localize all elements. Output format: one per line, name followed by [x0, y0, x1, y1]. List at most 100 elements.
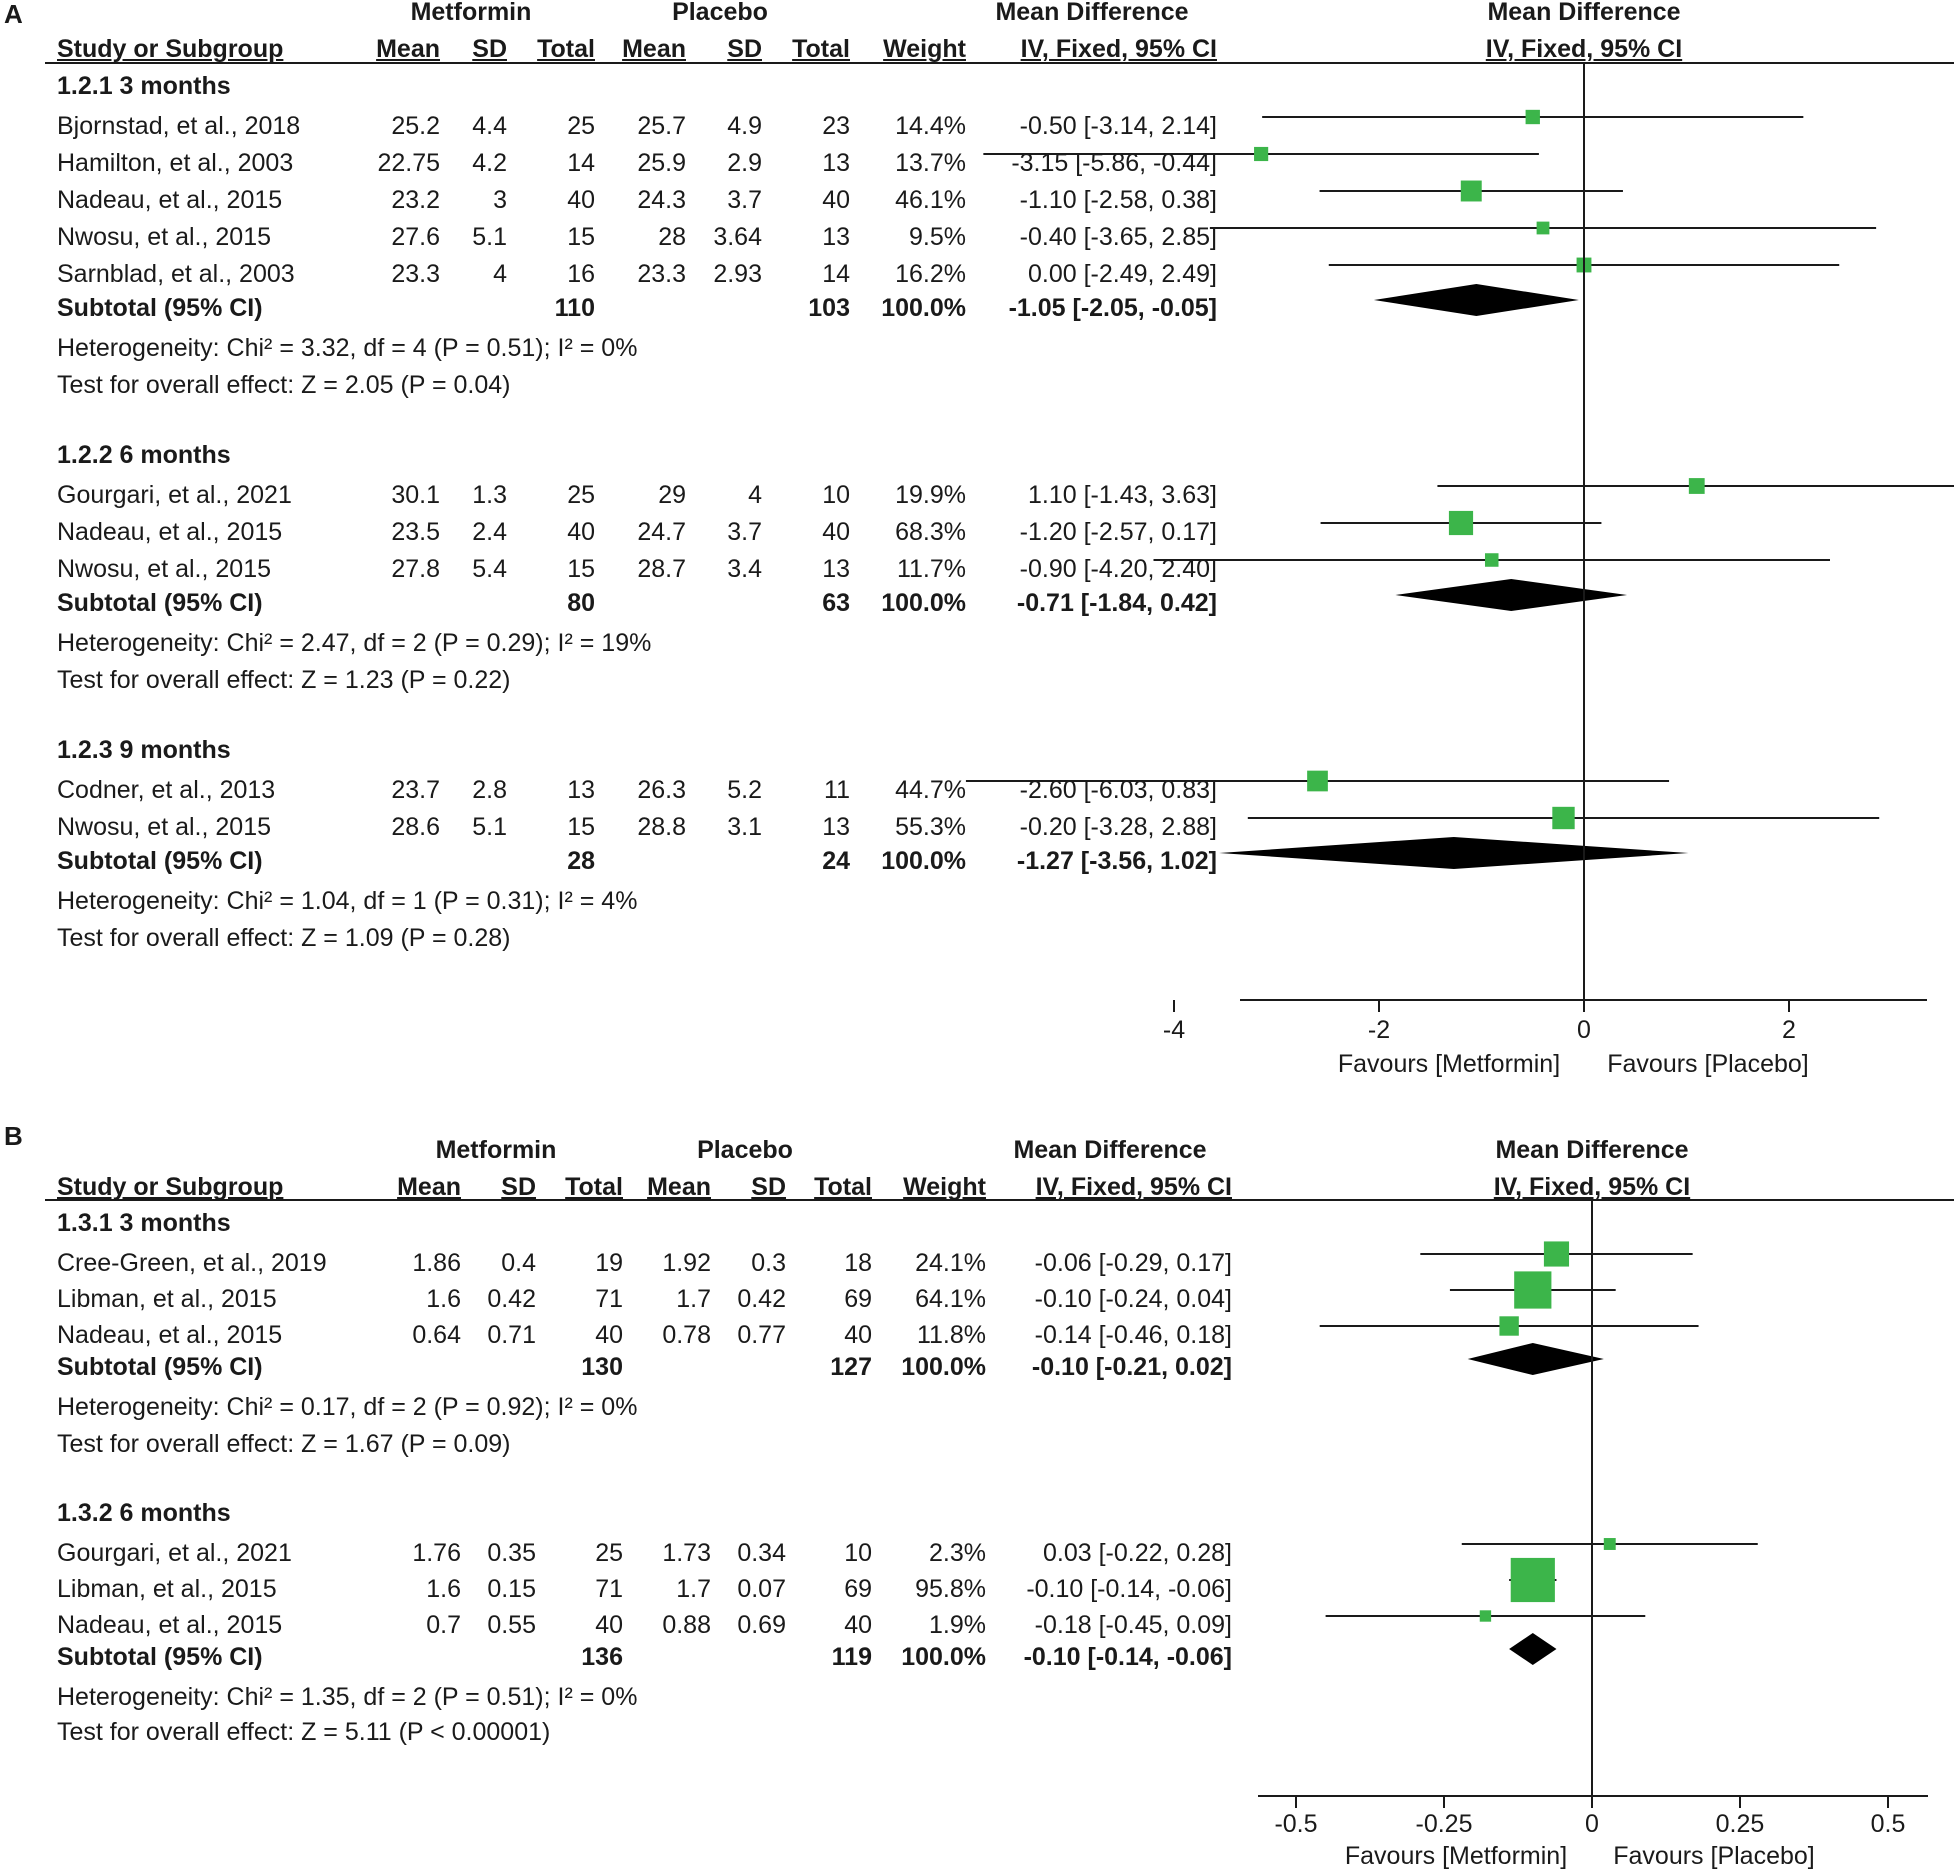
metformin-mean: 1.76 [412, 1539, 461, 1567]
metformin-total-header: Total [565, 1173, 623, 1201]
study-weight: 13.7% [895, 149, 966, 177]
subgroup-title: 1.2.1 3 months [57, 72, 231, 100]
study-ci: 0.00 [-2.49, 2.49] [1027, 260, 1217, 288]
subtotal-diamond [1509, 1633, 1557, 1665]
subtotal-placebo-total: 63 [822, 589, 850, 617]
metformin-total: 15 [567, 555, 595, 583]
study-weight: 14.4% [895, 112, 966, 140]
placebo-total: 14 [822, 260, 850, 288]
subtotal-placebo-total: 127 [830, 1353, 872, 1381]
study-weight: 9.5% [909, 223, 966, 251]
placebo-group-header: Placebo [672, 0, 768, 26]
study-column-header: Study or Subgroup [57, 1173, 284, 1201]
placebo-group-header: Placebo [697, 1136, 793, 1164]
favours-placebo-label: Favours [Placebo] [1613, 1842, 1815, 1870]
subtotal-placebo-total: 24 [822, 847, 850, 875]
metformin-mean: 23.3 [391, 260, 440, 288]
x-tick-label: -2 [1367, 1016, 1391, 1044]
placebo-mean-header: Mean [622, 35, 686, 63]
metformin-mean: 28.6 [391, 813, 440, 841]
placebo-mean: 25.7 [637, 112, 686, 140]
placebo-mean: 1.73 [662, 1539, 711, 1567]
placebo-total: 13 [822, 149, 850, 177]
placebo-sd: 0.42 [737, 1285, 786, 1313]
placebo-sd-header: SD [751, 1173, 786, 1201]
subtotal-label: Subtotal (95% CI) [57, 294, 263, 322]
metformin-total: 13 [567, 776, 595, 804]
metformin-total: 40 [567, 186, 595, 214]
placebo-sd: 0.3 [751, 1249, 786, 1277]
heterogeneity-text: Heterogeneity: Chi² = 2.47, df = 2 (P = … [57, 629, 652, 657]
placebo-total: 40 [822, 186, 850, 214]
placebo-sd: 3.64 [713, 223, 762, 251]
effect-square [1479, 1610, 1492, 1622]
plot-ci-header: IV, Fixed, 95% CI [1493, 1173, 1691, 1201]
metformin-mean: 23.7 [391, 776, 440, 804]
subtotal-weight: 100.0% [881, 294, 966, 322]
subtotal-metformin-total: 110 [554, 294, 595, 322]
study-ci: -0.40 [-3.65, 2.85] [1019, 223, 1217, 251]
placebo-total-header: Total [814, 1173, 872, 1201]
plot-mean-difference-header: Mean Difference [1487, 0, 1681, 26]
effect-square [1460, 180, 1482, 202]
study-ci: -0.20 [-3.28, 2.88] [1019, 813, 1217, 841]
subtotal-ci: -1.05 [-2.05, -0.05] [1008, 294, 1217, 322]
subtotal-ci: -1.27 [-3.56, 1.02] [1016, 847, 1217, 875]
x-tick-label: 0 [1577, 1016, 1591, 1044]
placebo-mean: 24.7 [637, 518, 686, 546]
metformin-mean: 23.2 [391, 186, 440, 214]
placebo-total: 11 [824, 776, 850, 804]
weight-header: Weight [883, 35, 966, 63]
placebo-mean: 28.7 [637, 555, 686, 583]
metformin-total: 15 [567, 813, 595, 841]
study-name: Libman, et al., 2015 [57, 1285, 277, 1313]
x-tick-label: 4 [1794, 1015, 1954, 1045]
study-name: Gourgari, et al., 2021 [57, 1539, 292, 1567]
placebo-sd: 0.77 [737, 1321, 786, 1349]
placebo-total-header: Total [792, 35, 850, 63]
effect-square [1254, 146, 1269, 162]
favours-placebo-label: Favours [Placebo] [1607, 1050, 1809, 1078]
study-name: Nwosu, et al., 2015 [57, 813, 272, 841]
metformin-sd: 4.2 [472, 149, 507, 177]
placebo-total: 10 [844, 1539, 872, 1567]
metformin-mean: 0.64 [412, 1321, 461, 1349]
subgroup-title: 1.3.1 3 months [57, 1209, 231, 1237]
x-tick-label: 0.5 [1870, 1810, 1906, 1838]
x-tick-label: 0 [1585, 1810, 1599, 1838]
placebo-sd: 3.7 [727, 186, 762, 214]
metformin-sd: 4.4 [472, 112, 507, 140]
overall-effect-text: Test for overall effect: Z = 1.23 (P = 0… [57, 666, 511, 694]
heterogeneity-text: Heterogeneity: Chi² = 0.17, df = 2 (P = … [57, 1393, 638, 1421]
metformin-mean: 25.2 [391, 112, 440, 140]
placebo-mean-header: Mean [647, 1173, 711, 1201]
effect-square [1543, 1241, 1570, 1267]
metformin-sd: 0.71 [487, 1321, 536, 1349]
study-ci: -0.10 [-0.24, 0.04] [1034, 1285, 1232, 1313]
placebo-sd: 3.1 [727, 813, 762, 841]
effect-square [1552, 806, 1575, 830]
study-ci: 0.03 [-0.22, 0.28] [1042, 1539, 1232, 1567]
study-name: Gourgari, et al., 2021 [57, 481, 292, 509]
heterogeneity-text: Heterogeneity: Chi² = 1.35, df = 2 (P = … [57, 1683, 638, 1711]
placebo-mean: 29 [658, 481, 686, 509]
heterogeneity-text: Heterogeneity: Chi² = 1.04, df = 1 (P = … [57, 887, 638, 915]
placebo-sd: 2.9 [727, 149, 762, 177]
metformin-mean: 0.7 [426, 1611, 461, 1639]
subtotal-label: Subtotal (95% CI) [57, 1353, 263, 1381]
plot-mean-difference-header: Mean Difference [1495, 1136, 1689, 1164]
panel-label: A [4, 0, 23, 29]
metformin-sd: 2.8 [472, 776, 507, 804]
subgroup-title: 1.3.2 6 months [57, 1499, 231, 1527]
placebo-total: 10 [822, 481, 850, 509]
subtotal-ci: -0.10 [-0.14, -0.06] [1023, 1643, 1232, 1671]
study-weight: 55.3% [895, 813, 966, 841]
metformin-sd: 0.35 [487, 1539, 536, 1567]
panel-label: B [4, 1121, 23, 1151]
study-weight: 1.9% [929, 1611, 986, 1639]
study-weight: 2.3% [929, 1539, 986, 1567]
study-name: Nwosu, et al., 2015 [57, 555, 272, 583]
effect-square [1514, 1271, 1552, 1309]
metformin-mean: 1.6 [426, 1575, 461, 1603]
placebo-total: 40 [822, 518, 850, 546]
